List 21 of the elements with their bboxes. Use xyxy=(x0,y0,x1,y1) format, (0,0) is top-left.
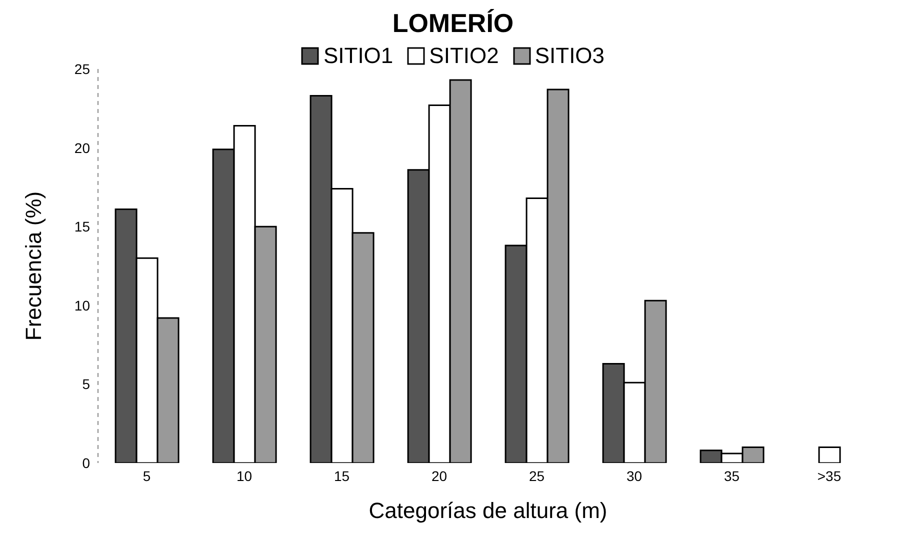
x-tick-label: 10 xyxy=(236,468,252,484)
y-axis-title: Frecuencia (%) xyxy=(20,191,46,341)
x-tick-label: 35 xyxy=(724,468,740,484)
y-tick-label: 20 xyxy=(74,140,90,156)
bar xyxy=(818,446,841,463)
y-tick-label: 0 xyxy=(82,454,90,471)
x-tick-label: 30 xyxy=(626,468,642,484)
y-tick-label: 25 xyxy=(74,60,90,77)
x-tick-label: 25 xyxy=(528,468,545,484)
x-tick-label: 15 xyxy=(334,468,350,484)
y-tick-label: 5 xyxy=(82,376,90,392)
y-tick-label: 10 xyxy=(74,297,90,314)
x-axis-title: Categorías de altura (m) xyxy=(368,498,608,523)
legend-label: SITIO2 xyxy=(429,43,499,69)
legend-label: SITIO1 xyxy=(323,43,394,69)
x-tick-label: >35 xyxy=(817,468,842,484)
x-tick-label: 5 xyxy=(142,468,151,484)
legend-label: SITIO3 xyxy=(534,43,605,69)
x-tick-label: 20 xyxy=(431,468,448,484)
chart-title: LOMERÍO xyxy=(391,8,515,38)
y-tick-label: 15 xyxy=(74,218,90,235)
